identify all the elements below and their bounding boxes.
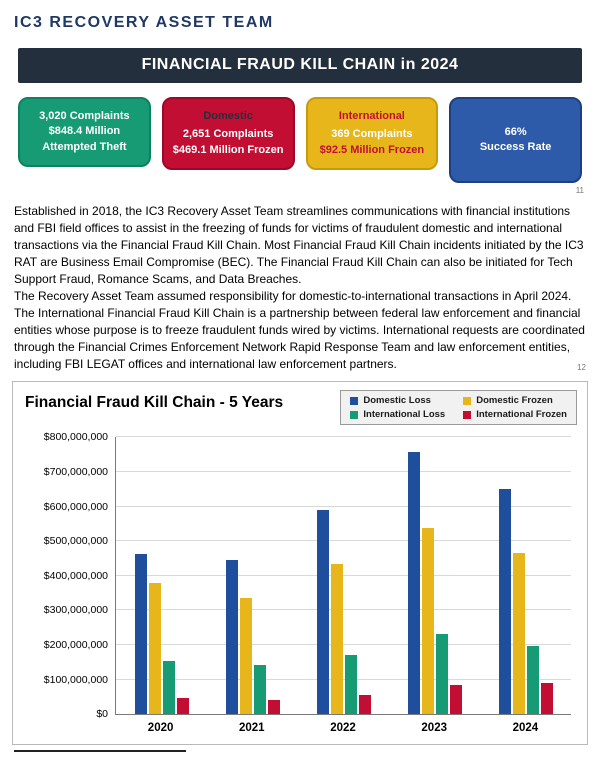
card-international-frozen: $92.5 Million Frozen bbox=[319, 143, 425, 156]
footnote-superscript-12: 12 bbox=[577, 363, 586, 373]
gridline bbox=[116, 644, 571, 646]
y-axis-tick-label: $800,000,000 bbox=[43, 431, 108, 444]
bar-international-loss-2020 bbox=[162, 660, 175, 715]
plot-area: $0 $100,000,000 $200,000,000 $300,000,000 $4… bbox=[44, 431, 571, 720]
bar-domestic-frozen-2021 bbox=[239, 597, 252, 715]
legend-marker bbox=[350, 410, 359, 419]
bar-domestic-frozen-2020 bbox=[148, 582, 161, 715]
bar-domestic-loss-2021 bbox=[225, 559, 238, 715]
x-axis-tick-label: 2024 bbox=[512, 722, 539, 735]
card-total-attempted-theft: $848.4 Million Attempted Theft bbox=[42, 125, 127, 153]
bar-group-2024 bbox=[498, 437, 553, 715]
bar-international-frozen-2020 bbox=[176, 697, 189, 715]
card-international: International 369 Complaints $92.5 Milli… bbox=[305, 97, 439, 171]
gridline bbox=[116, 540, 571, 542]
y-axis-tick-label: $400,000,000 bbox=[43, 569, 108, 582]
card-domestic-title: Domestic bbox=[203, 110, 253, 122]
footnote-divider-line bbox=[14, 750, 186, 753]
body-text: Established in 2018, the IC3 Recovery As… bbox=[14, 203, 586, 373]
gridline bbox=[116, 678, 571, 680]
bar-international-frozen-2021 bbox=[267, 700, 280, 715]
legend-item-international-frozen: International Frozen bbox=[463, 409, 567, 420]
y-axis-tick-label: $700,000,000 bbox=[43, 465, 108, 478]
x-axis-tick-label: 2021 bbox=[239, 722, 265, 735]
chart-legend: Domestic Loss Domestic Frozen Internationa… bbox=[340, 390, 577, 426]
bar-international-loss-2023 bbox=[435, 633, 448, 715]
legend-item-international-loss: International Loss bbox=[350, 409, 445, 420]
y-axis-tick-label: $0 bbox=[96, 708, 108, 721]
x-axis-labels: 2020 2021 2022 2023 2024 bbox=[115, 722, 571, 734]
bar-domestic-loss-2024 bbox=[498, 489, 511, 715]
card-domestic-complaints: 2,651 Complaints bbox=[182, 128, 274, 141]
bar-domestic-frozen-2023 bbox=[421, 528, 434, 715]
legend-label: International Frozen bbox=[476, 409, 567, 421]
card-domestic: Domestic 2,651 Complaints $469.1 Million… bbox=[161, 97, 295, 171]
bar-group-2020 bbox=[134, 437, 189, 715]
card-international-complaints: 369 Complaints bbox=[331, 128, 413, 141]
y-axis-tick-label: $200,000,000 bbox=[43, 639, 108, 652]
legend-marker bbox=[350, 396, 359, 405]
gridline bbox=[116, 574, 571, 576]
bar-group-2022 bbox=[316, 437, 371, 715]
bar-domestic-loss-2022 bbox=[316, 510, 329, 715]
bar-international-frozen-2024 bbox=[540, 683, 553, 715]
gridline bbox=[116, 609, 571, 611]
bar-domestic-frozen-2022 bbox=[330, 564, 343, 715]
page-title: IC3 RECOVERY ASSET TEAM bbox=[14, 14, 274, 31]
y-axis-tick-label: $600,000,000 bbox=[43, 500, 108, 513]
bar-international-loss-2024 bbox=[526, 646, 539, 715]
report-page: IC3 RECOVERY ASSET TEAM FINANCIAL FRAUD … bbox=[12, 14, 588, 753]
card-success-rate: 66% Success Rate bbox=[449, 97, 582, 183]
legend-label: International Loss bbox=[363, 409, 446, 421]
legend-item-domestic-frozen: Domestic Frozen bbox=[463, 395, 567, 406]
bar-group-2023 bbox=[407, 437, 462, 715]
x-axis-tick-label: 2022 bbox=[330, 722, 356, 735]
bar-international-loss-2021 bbox=[253, 665, 266, 715]
card-success-rate-label: Success Rate bbox=[479, 141, 552, 153]
y-axis-tick-label: $500,000,000 bbox=[43, 535, 108, 548]
gridline bbox=[116, 470, 571, 472]
bar-international-frozen-2022 bbox=[358, 695, 371, 715]
bar-group-2021 bbox=[225, 437, 280, 715]
gridline bbox=[116, 505, 571, 507]
banner-title: FINANCIAL FRAUD KILL CHAIN in 2024 bbox=[18, 48, 582, 83]
bar-domestic-frozen-2024 bbox=[512, 552, 525, 715]
y-axis-tick-label: $100,000,000 bbox=[43, 673, 108, 686]
bar-international-loss-2022 bbox=[344, 654, 357, 715]
card-total-complaints: 3,020 Complaints $848.4 Million Attempte… bbox=[18, 97, 151, 168]
bar-international-frozen-2023 bbox=[449, 684, 462, 715]
chart-title: Financial Fraud Kill Chain - 5 Years bbox=[25, 394, 284, 412]
card-international-title: International bbox=[338, 110, 405, 122]
stat-cards: 3,020 Complaints $848.4 Million Attempte… bbox=[18, 97, 582, 183]
plot-outer: $0 $100,000,000 $200,000,000 $300,000,000 $4… bbox=[23, 431, 571, 734]
paragraph-history: Established in 2018, the IC3 Recovery As… bbox=[14, 204, 584, 287]
chart-header: Financial Fraud Kill Chain - 5 Years Dom… bbox=[23, 390, 577, 426]
x-axis-tick-label: 2020 bbox=[147, 722, 174, 735]
card-domestic-frozen: $469.1 Million Frozen bbox=[172, 143, 284, 156]
legend-label: Domestic Frozen bbox=[476, 395, 553, 407]
paragraph-international: The Recovery Asset Team assumed responsi… bbox=[14, 288, 586, 373]
y-axis-tick-label: $300,000,000 bbox=[43, 604, 108, 617]
bars-layer bbox=[116, 437, 571, 715]
legend-marker bbox=[463, 410, 472, 419]
card-total-complaints-count: 3,020 Complaints bbox=[39, 110, 130, 122]
bar-domestic-loss-2020 bbox=[134, 554, 147, 715]
x-axis-tick-label: 2023 bbox=[421, 722, 447, 735]
legend-label: Domestic Loss bbox=[363, 395, 431, 407]
gridline bbox=[116, 436, 571, 438]
chart-container: Financial Fraud Kill Chain - 5 Years Dom… bbox=[12, 381, 588, 746]
footnote-superscript-11: 11 bbox=[575, 186, 584, 195]
card-success-rate-value: 66% bbox=[504, 125, 527, 138]
bar-domestic-loss-2023 bbox=[407, 452, 420, 715]
legend-marker bbox=[463, 396, 472, 405]
paragraph-international-text: The Recovery Asset Team assumed responsi… bbox=[14, 289, 585, 372]
legend-item-domestic-loss: Domestic Loss bbox=[350, 395, 445, 406]
